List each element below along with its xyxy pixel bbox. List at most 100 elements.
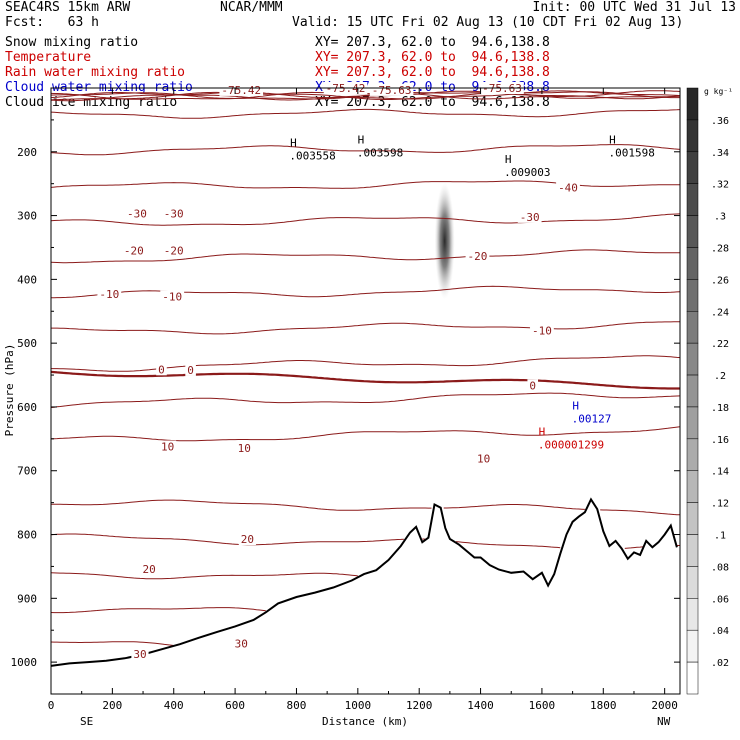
temperature-label: 20 bbox=[143, 563, 156, 576]
colorbar-tick-label: .08 bbox=[711, 562, 729, 573]
extremum-mark: H bbox=[572, 399, 579, 412]
y-tick-label: 600 bbox=[17, 401, 37, 414]
temperature-label-bg bbox=[232, 637, 250, 650]
temperature-label: -30 bbox=[520, 211, 540, 224]
colorbar-tick-label: .2 bbox=[714, 371, 726, 382]
temperature-label-bg bbox=[238, 532, 256, 545]
init-time: Init: 00 UTC Wed 31 Jul 13 bbox=[532, 0, 737, 15]
colorbar-tick-label: .1 bbox=[714, 531, 726, 542]
temperature-label-bg bbox=[131, 647, 149, 660]
y-tick-label: 800 bbox=[17, 529, 37, 542]
x-tick-label: 800 bbox=[287, 699, 307, 712]
colorbar-segment bbox=[686, 151, 699, 184]
x-tick-label: 1400 bbox=[467, 699, 494, 712]
colorbar-segment bbox=[686, 311, 699, 344]
colorbar: .36 .34 .32 .3 .28 .26 .24 .22 .2 .18 .16 .14 .12 .1.… bbox=[686, 87, 729, 695]
extremum-value: .00127 bbox=[572, 412, 612, 425]
colorbar-tick-label: .34 bbox=[711, 148, 729, 159]
colorbar-segment bbox=[686, 183, 699, 216]
temperature-label-bg bbox=[556, 181, 580, 194]
end-label-right: NW bbox=[657, 715, 671, 728]
isotherm-line bbox=[51, 321, 680, 335]
x-tick-label: 2000 bbox=[651, 699, 678, 712]
terrain-surface-line bbox=[50, 497, 678, 667]
colorbar-tick-label: .3 bbox=[714, 212, 726, 223]
isotherm-line bbox=[51, 573, 548, 581]
colorbar-tick-label: .22 bbox=[711, 339, 729, 350]
colorbar-tick-label: .18 bbox=[711, 403, 729, 414]
temperature-label-bg bbox=[160, 290, 185, 303]
isotherm-line bbox=[50, 213, 681, 226]
cloud-ice-shading bbox=[434, 183, 455, 300]
colorbar-segment bbox=[686, 279, 699, 312]
isotherm-line bbox=[50, 92, 681, 100]
isotherm-line bbox=[50, 108, 681, 119]
center-title: NCAR/MMM bbox=[220, 0, 283, 15]
colorbar-segment bbox=[686, 374, 699, 408]
colorbar-tick-label: .12 bbox=[711, 499, 729, 510]
extremum-mark: H bbox=[290, 137, 297, 150]
y-tick-label: 300 bbox=[17, 210, 37, 223]
isotherm-line bbox=[51, 285, 681, 299]
temperature-label-bg bbox=[475, 452, 493, 465]
temperature-label-bg bbox=[156, 363, 167, 376]
x-axis-label: Distance (km) bbox=[322, 715, 408, 728]
colorbar-tick-label: .24 bbox=[711, 307, 729, 318]
temperature-label-bg bbox=[158, 440, 177, 453]
colorbar-segment bbox=[686, 119, 699, 153]
colorbar-segment bbox=[686, 215, 699, 248]
temperature-label: 10 bbox=[161, 440, 174, 453]
extremum-value: .003558 bbox=[289, 150, 335, 163]
colorbar-segment bbox=[686, 247, 699, 280]
temperature-label: 30 bbox=[235, 638, 248, 651]
x-axis: 0 200 400 600 800 1000 1200 1400 1600 1800 2000 bbox=[48, 88, 678, 712]
x-tick-label: 600 bbox=[225, 699, 245, 712]
isotherm-line bbox=[50, 370, 680, 390]
extremum-mark: H bbox=[505, 153, 512, 166]
field-name-snow: Snow mixing ratio bbox=[5, 35, 139, 50]
extremum-value: .001598 bbox=[608, 146, 654, 159]
temperature-label-bg bbox=[527, 379, 539, 392]
isotherm-line bbox=[50, 180, 680, 189]
temperature-label: -10 bbox=[162, 291, 182, 304]
colorbar-tick-label: .32 bbox=[711, 180, 729, 191]
isotherm-line bbox=[50, 392, 681, 408]
temperature-label-bg bbox=[161, 244, 186, 257]
y-tick-label: 500 bbox=[17, 337, 37, 350]
colorbar-segment bbox=[686, 598, 699, 631]
temperature-label: -30 bbox=[127, 208, 147, 221]
colorbar-tick-label: .26 bbox=[711, 275, 729, 286]
isotherm-line bbox=[50, 533, 680, 549]
temperature-label: -20 bbox=[124, 245, 144, 258]
isotherm-line bbox=[50, 90, 681, 101]
temperature-label: -30 bbox=[164, 208, 184, 221]
isotherm-line bbox=[50, 249, 680, 264]
colorbar-tick-label: .02 bbox=[711, 658, 729, 669]
colorbar-tick-label: .06 bbox=[711, 594, 729, 605]
colorbar-tick-label: .04 bbox=[711, 626, 729, 637]
temperature-label-bg bbox=[530, 324, 554, 337]
isotherm-line bbox=[50, 90, 681, 101]
temperature-label-bg bbox=[517, 210, 542, 223]
temperature-label-bg bbox=[121, 244, 146, 257]
temperature-label: -75.42 bbox=[221, 84, 261, 97]
colorbar-segment bbox=[686, 661, 699, 695]
x-tick-label: 1800 bbox=[590, 699, 617, 712]
temperature-label: 20 bbox=[241, 533, 254, 546]
field-xy-temperature: XY= 207.3, 62.0 to 94.6,138.8 bbox=[315, 50, 550, 65]
isotherm-line bbox=[50, 426, 681, 442]
model-title: SEAC4RS 15km ARW bbox=[5, 0, 131, 15]
y-tick-label: 400 bbox=[17, 273, 37, 286]
temperature-label: -75.63 bbox=[372, 84, 412, 97]
temperature-label-bg bbox=[235, 441, 253, 454]
colorbar-tick-label: .36 bbox=[711, 116, 729, 127]
x-tick-label: 1000 bbox=[345, 699, 372, 712]
isotherm-line bbox=[51, 355, 681, 372]
colorbar-segment bbox=[686, 406, 699, 440]
valid-time: Valid: 15 UTC Fri 02 Aug 13 (10 CDT Fri … bbox=[292, 15, 684, 30]
temperature-label: -40 bbox=[558, 182, 578, 195]
colorbar-tick-label: .14 bbox=[711, 467, 729, 478]
temperature-label: 0 bbox=[529, 379, 536, 392]
isotherm-line bbox=[50, 91, 680, 102]
